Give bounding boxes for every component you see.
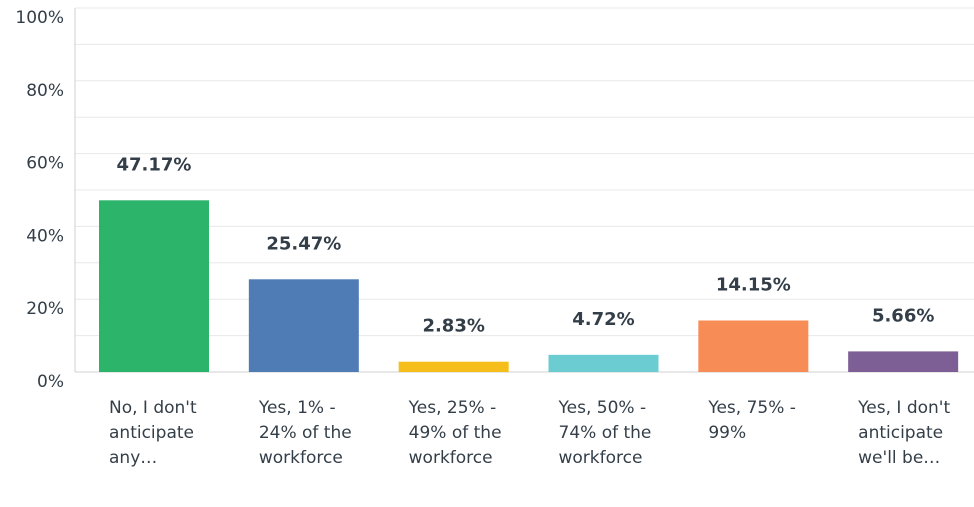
x-tick-label: No, I don't anticipate any… [109,398,197,468]
value-label: 4.72% [572,309,634,330]
bar [248,279,359,372]
bar [548,354,659,372]
x-tick-label: Yes, 1% - 24% of the workforce [258,398,352,468]
value-label: 14.15% [716,274,791,295]
x-tick-label: Yes, 25% - 49% of the workforce [408,398,502,468]
bar [698,320,809,372]
value-label: 25.47% [266,233,341,254]
y-tick-label: 0% [37,372,64,392]
value-label: 47.17% [117,154,192,175]
x-tick-label: Yes, 75% - 99% [708,398,796,443]
y-tick-label: 20% [26,299,64,319]
y-tick-label: 100% [15,8,64,28]
bar [99,200,209,372]
value-label: 2.83% [422,316,484,337]
bar [398,361,509,372]
y-tick-label: 80% [26,81,64,101]
bar [848,351,959,372]
y-tick-label: 40% [26,226,64,246]
value-label: 5.66% [872,305,934,326]
x-tick-label: Yes, I don't anticipate we'll be… [858,398,951,468]
x-tick-label: Yes, 50% - 74% of the workforce [558,398,652,468]
y-tick-label: 60% [26,154,64,174]
